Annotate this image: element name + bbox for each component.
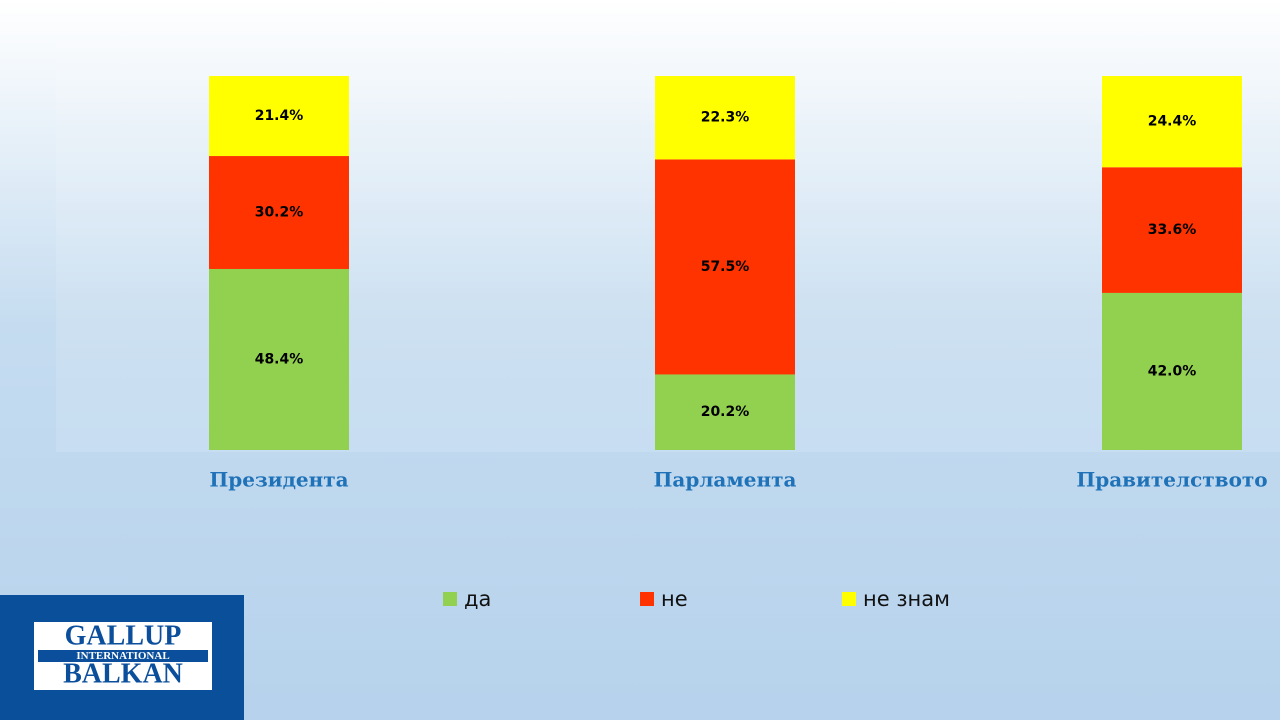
legend-label: не знам (863, 587, 950, 611)
bar-segment (1102, 167, 1242, 293)
bar-segment (1102, 76, 1242, 168)
x-tick-label: Правителството (1076, 468, 1267, 492)
legend-swatch (443, 592, 457, 606)
data-label: 21.4% (255, 108, 304, 124)
legend-label: да (464, 587, 491, 611)
legend-swatch (640, 592, 654, 606)
legend-label: не (661, 587, 688, 611)
bar-segment (209, 268, 349, 450)
data-label: 42.0% (1148, 363, 1197, 379)
logo-text: GALLUP (65, 620, 182, 651)
bar-segment (1102, 292, 1242, 450)
data-label: 24.4% (1148, 114, 1197, 130)
data-label: 22.3% (701, 110, 750, 126)
logo-text: INTERNATIONAL (76, 650, 169, 662)
data-label: 33.6% (1148, 222, 1197, 238)
bar-segment (655, 374, 795, 450)
x-tick-label: Парламента (654, 468, 797, 492)
data-label: 20.2% (701, 404, 750, 420)
data-label: 57.5% (701, 259, 750, 275)
data-label: 48.4% (255, 351, 304, 367)
logo-band (38, 650, 208, 662)
bar-segment (655, 76, 795, 160)
logo-text: BALKAN (63, 658, 183, 689)
data-label: 30.2% (255, 205, 304, 221)
bar-segment (655, 159, 795, 375)
bar-segment (209, 156, 349, 269)
logo: GALLUP INTERNATIONAL BALKAN (0, 595, 244, 720)
x-tick-label: Президента (209, 468, 348, 492)
bar-segment (209, 76, 349, 157)
legend-swatch (842, 592, 856, 606)
